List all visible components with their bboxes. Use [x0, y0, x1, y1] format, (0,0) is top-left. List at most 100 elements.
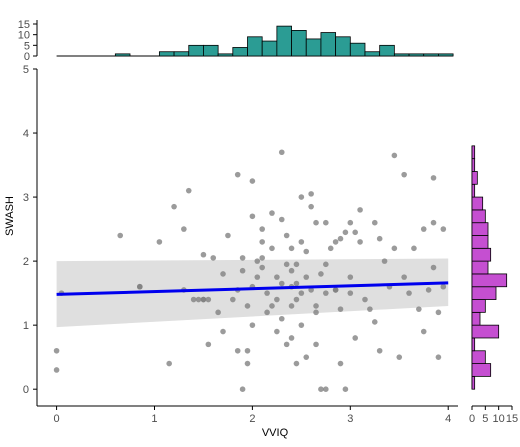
top-hist-bar	[232, 47, 248, 57]
top-hist-bar	[379, 44, 395, 57]
data-point	[274, 328, 280, 335]
data-point	[308, 203, 314, 210]
data-point	[293, 360, 300, 367]
top-hist-bar	[114, 53, 131, 57]
data-point	[249, 322, 256, 328]
data-point	[137, 283, 143, 290]
data-point	[376, 347, 383, 354]
data-point	[313, 309, 319, 316]
data-point	[234, 171, 241, 178]
data-point	[288, 303, 295, 309]
data-point	[239, 267, 246, 274]
data-point	[342, 386, 349, 392]
data-point	[401, 171, 407, 178]
data-point	[411, 245, 417, 252]
data-point	[225, 232, 231, 239]
data-point	[264, 290, 270, 296]
data-point	[298, 239, 305, 245]
data-point	[239, 255, 246, 261]
data-point	[357, 239, 363, 245]
data-point	[357, 207, 363, 213]
data-point	[205, 341, 212, 348]
right-hist-bar	[471, 375, 476, 390]
data-point	[293, 261, 300, 268]
data-point	[230, 296, 236, 303]
data-point	[283, 232, 290, 239]
data-point	[53, 347, 60, 354]
data-point	[313, 303, 319, 309]
data-point	[288, 335, 295, 341]
data-point	[293, 280, 300, 287]
top-hist-bar	[217, 53, 234, 57]
data-point	[440, 226, 447, 232]
data-point	[234, 347, 241, 354]
data-point	[259, 264, 265, 271]
top-hist-bar	[291, 29, 307, 57]
data-point	[244, 347, 251, 354]
data-point	[303, 354, 310, 360]
data-point	[156, 239, 163, 245]
top-hist-bar	[423, 53, 439, 57]
data-point	[381, 258, 388, 264]
data-point	[323, 386, 329, 392]
right-hist-bar	[471, 247, 492, 262]
top-hist-bar	[247, 36, 263, 57]
data-point	[401, 274, 407, 280]
data-point	[220, 271, 226, 277]
data-point	[298, 194, 305, 200]
regression-layer	[56, 281, 449, 296]
data-point	[337, 306, 344, 312]
data-point	[269, 210, 275, 216]
top-hist-bar	[188, 44, 204, 57]
data-point	[249, 178, 256, 184]
data-point	[254, 274, 261, 280]
top-hist-tick-label: 10	[18, 30, 30, 42]
top-hist-bar	[393, 53, 410, 57]
data-point	[278, 315, 285, 322]
data-point	[293, 296, 300, 303]
data-point	[352, 335, 358, 341]
data-point	[244, 360, 251, 367]
data-point	[210, 255, 217, 261]
data-point	[420, 226, 427, 232]
data-point	[347, 219, 354, 226]
top-hist-bar	[261, 40, 278, 57]
data-point	[269, 245, 275, 252]
data-point	[420, 328, 427, 335]
data-point	[200, 296, 207, 303]
right-hist-bar	[471, 311, 481, 326]
y-tick-label: 5	[23, 64, 29, 76]
data-point	[323, 261, 329, 268]
data-point	[288, 245, 295, 252]
right-hist-tick-label: 5	[482, 413, 488, 425]
data-point	[440, 283, 447, 290]
data-point	[303, 274, 310, 280]
data-point	[327, 245, 334, 252]
right-hist-bar	[471, 337, 476, 352]
x-tick-label: 0	[54, 413, 60, 425]
data-point	[425, 287, 432, 293]
x-axis-title: VVIQ	[262, 427, 289, 439]
data-point	[308, 287, 314, 293]
right-hist-bar	[471, 235, 489, 249]
right-hist-bar	[471, 273, 508, 288]
data-point	[430, 219, 437, 226]
top-hist-tick-label: 0	[24, 51, 30, 63]
data-point	[391, 245, 398, 252]
data-point	[283, 341, 290, 348]
data-point	[376, 235, 383, 242]
data-point	[323, 290, 329, 296]
data-point	[278, 216, 285, 223]
data-point	[371, 219, 378, 226]
data-point	[308, 191, 314, 197]
data-point	[190, 296, 197, 303]
x-tick-label: 2	[249, 413, 255, 425]
top-hist-bar	[438, 53, 454, 57]
data-point	[288, 267, 295, 274]
data-point	[391, 152, 398, 159]
data-point	[337, 360, 344, 367]
data-point	[298, 322, 305, 328]
right-hist-bar	[471, 158, 476, 172]
data-point	[205, 296, 212, 303]
